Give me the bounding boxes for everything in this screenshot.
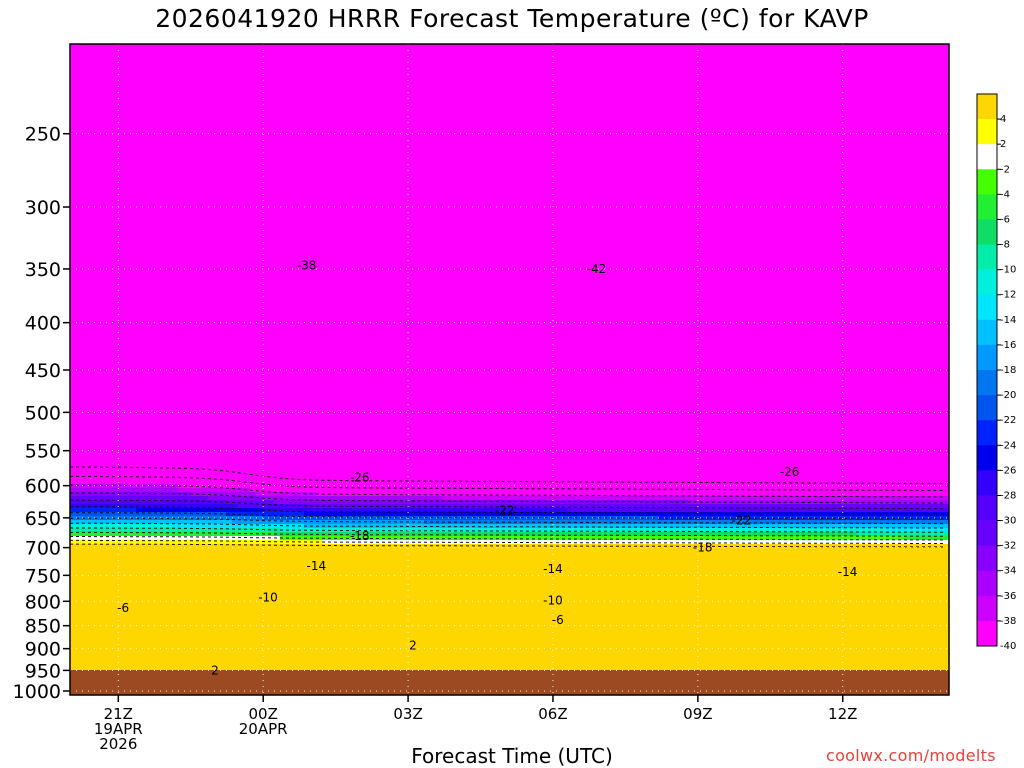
colorbar-swatch: [977, 319, 997, 346]
y-tick-label: 750: [25, 565, 61, 587]
colorbar-swatch: [977, 470, 997, 496]
colorbar-label: -22: [1000, 415, 1016, 426]
colorbar-swatch: [977, 570, 997, 597]
x-tick-label: 12Z: [828, 705, 857, 723]
colorbar-swatch: [977, 445, 997, 471]
x-tick-label: 00Z: [248, 705, 277, 723]
contour-label: -18: [693, 541, 713, 555]
contour-label: -14: [543, 562, 563, 576]
contour-labels: -38 -42 -26 -26 -22 -22 -18 -18 -14 -14 -14 -10 -10 -…: [117, 259, 857, 678]
colorbar-label: -2: [1000, 164, 1010, 175]
contour-label: -26: [350, 471, 370, 485]
x-tick-label: 2026: [99, 735, 137, 753]
x-tick-label: 20APR: [239, 720, 288, 738]
colorbar-swatch: [977, 595, 997, 622]
y-tick-label: 900: [25, 639, 61, 661]
colorbar-label: -24: [1000, 440, 1016, 451]
x-tick-label: 21Z: [104, 705, 133, 723]
colorbar-swatch: [977, 344, 997, 371]
colorbar-label: -14: [1000, 315, 1016, 326]
colorbar-swatch: [977, 194, 997, 220]
x-axis-label: Forecast Time (UTC): [0, 744, 1024, 768]
colorbar-swatch: [977, 144, 997, 170]
colorbar-label: -4: [1000, 189, 1010, 200]
y-tick-label: 600: [25, 476, 61, 498]
colorbar-swatch: [977, 269, 997, 296]
colorbar-swatch: [977, 219, 997, 245]
colorbar-label: -20: [1000, 390, 1016, 401]
colorbar-label: -6: [1000, 214, 1010, 225]
x-tick-label: 06Z: [538, 705, 567, 723]
credit-text: coolwx.com/modelts: [826, 746, 996, 765]
contour-label: 2: [409, 639, 417, 653]
contour-label: -22: [495, 503, 515, 517]
colorbar-swatch: [977, 545, 997, 572]
temperature-field: [70, 44, 949, 695]
y-tick-label: 650: [25, 508, 61, 530]
contour-label: -6: [117, 601, 129, 615]
colorbar-swatch: [977, 169, 997, 195]
y-tick-label: 800: [25, 591, 61, 613]
colorbar-swatch: [977, 94, 997, 120]
colorbar-label: -40: [1000, 641, 1016, 652]
contour-label: -42: [587, 262, 607, 276]
contour-label: -10: [543, 593, 563, 607]
colorbar-label: 2: [1000, 139, 1006, 150]
y-tick-label: 250: [25, 124, 61, 146]
x-tick-label: 03Z: [393, 705, 422, 723]
y-tick-label: 700: [25, 538, 61, 560]
colorbar-swatch: [977, 520, 997, 546]
y-tick-label: 850: [25, 616, 61, 638]
colorbar-swatch: [977, 395, 997, 421]
colorbar: 4 2 -2 -4 -6 -8 -10 -12 -14 -16 -18 -20 -22 -24 -26 -28…: [976, 93, 1016, 652]
y-tick-label: 500: [25, 402, 61, 424]
x-tick-label: 19APR: [94, 720, 143, 738]
y-axis: 2503003504004505005506006507007508008509…: [13, 124, 70, 703]
contour-label: 2: [211, 663, 219, 677]
colorbar-label: -18: [1000, 365, 1016, 376]
grid: [70, 44, 949, 695]
y-tick-label: 450: [25, 360, 61, 382]
colorbar-swatch: [977, 495, 997, 521]
colorbar-swatch: [977, 294, 997, 321]
colorbar-label: -26: [1000, 465, 1016, 476]
y-tick-label: 350: [25, 259, 61, 281]
colorbar-label: -38: [1000, 616, 1016, 627]
contour-lines: [70, 466, 947, 548]
colorbar-label: -32: [1000, 541, 1016, 552]
y-tick-label: 1000: [13, 681, 61, 703]
y-tick-label: 300: [25, 197, 61, 219]
colorbar-label: -28: [1000, 490, 1016, 501]
contour-label: -6: [552, 613, 564, 627]
colorbar-swatch: [977, 119, 997, 145]
chart-title: 2026041920 HRRR Forecast Temperature (ºC…: [0, 4, 1024, 33]
colorbar-swatch: [977, 244, 997, 270]
colorbar-label: -34: [1000, 566, 1016, 577]
y-tick-label: 400: [25, 313, 61, 335]
contour-label: -18: [350, 529, 370, 543]
contour-label: -14: [307, 559, 327, 573]
x-tick-label: 09Z: [683, 705, 712, 723]
colorbar-label: -8: [1000, 240, 1010, 251]
contour-label: -26: [780, 465, 800, 479]
colorbar-label: -36: [1000, 591, 1016, 602]
colorbar-label: -12: [1000, 290, 1016, 301]
colorbar-label: -30: [1000, 516, 1016, 527]
colorbar-label: -10: [1000, 265, 1016, 276]
colorbar-swatch: [977, 620, 997, 647]
contour-label: -14: [838, 565, 858, 579]
y-tick-label: 550: [25, 441, 61, 463]
colorbar-swatch: [977, 420, 997, 446]
colorbar-label: 4: [1000, 114, 1006, 125]
colorbar-label: -16: [1000, 340, 1016, 351]
contour-label: -10: [258, 590, 278, 604]
colorbar-swatch: [977, 370, 997, 396]
contour-label: -38: [297, 259, 317, 273]
contour-label: -22: [732, 513, 752, 527]
y-tick-label: 950: [25, 660, 61, 682]
ground-fill: [70, 670, 949, 695]
